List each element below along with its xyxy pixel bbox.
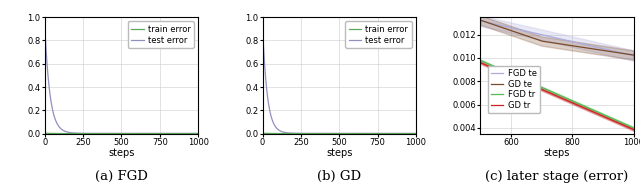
X-axis label: steps: steps bbox=[108, 148, 134, 158]
FGD te bbox=[604, 49, 611, 51]
FGD tr bbox=[532, 84, 540, 86]
Legend: train error, test error: train error, test error bbox=[346, 21, 412, 48]
GD te bbox=[630, 54, 637, 56]
GD te bbox=[577, 46, 585, 48]
GD tr bbox=[604, 117, 611, 119]
Line: GD te: GD te bbox=[480, 20, 634, 55]
GD tr bbox=[476, 62, 484, 64]
FGD tr bbox=[521, 79, 529, 81]
GD te bbox=[575, 46, 583, 48]
Legend: FGD te, GD te, FGD tr, GD tr: FGD te, GD te, FGD tr, GD tr bbox=[488, 66, 540, 113]
GD te bbox=[476, 19, 484, 21]
FGD tr bbox=[577, 104, 585, 106]
Line: FGD te: FGD te bbox=[480, 21, 634, 56]
FGD tr bbox=[476, 59, 484, 62]
GD te bbox=[532, 38, 540, 40]
Text: (c) later stage (error): (c) later stage (error) bbox=[485, 170, 628, 183]
FGD tr bbox=[630, 127, 637, 129]
FGD tr bbox=[604, 115, 611, 117]
X-axis label: steps: steps bbox=[544, 148, 570, 158]
FGD te bbox=[521, 30, 529, 32]
GD tr bbox=[577, 105, 585, 108]
FGD tr bbox=[515, 76, 522, 78]
GD tr bbox=[521, 81, 529, 83]
FGD te bbox=[630, 54, 637, 57]
FGD te bbox=[476, 19, 484, 22]
Line: GD tr: GD tr bbox=[480, 63, 634, 130]
GD te bbox=[604, 50, 611, 52]
Text: (a) FGD: (a) FGD bbox=[95, 170, 148, 183]
Line: FGD tr: FGD tr bbox=[480, 60, 634, 128]
GD tr bbox=[575, 105, 583, 107]
FGD te bbox=[575, 42, 583, 44]
GD tr bbox=[532, 86, 540, 88]
GD tr bbox=[515, 78, 522, 80]
GD tr bbox=[630, 129, 637, 131]
Legend: train error, test error: train error, test error bbox=[128, 21, 194, 48]
FGD te bbox=[515, 28, 522, 31]
FGD tr bbox=[575, 103, 583, 105]
GD te bbox=[515, 32, 522, 34]
X-axis label: steps: steps bbox=[326, 148, 353, 158]
FGD te bbox=[577, 42, 585, 45]
GD te bbox=[521, 34, 529, 36]
FGD te bbox=[532, 32, 540, 35]
Text: (b) GD: (b) GD bbox=[317, 170, 361, 183]
